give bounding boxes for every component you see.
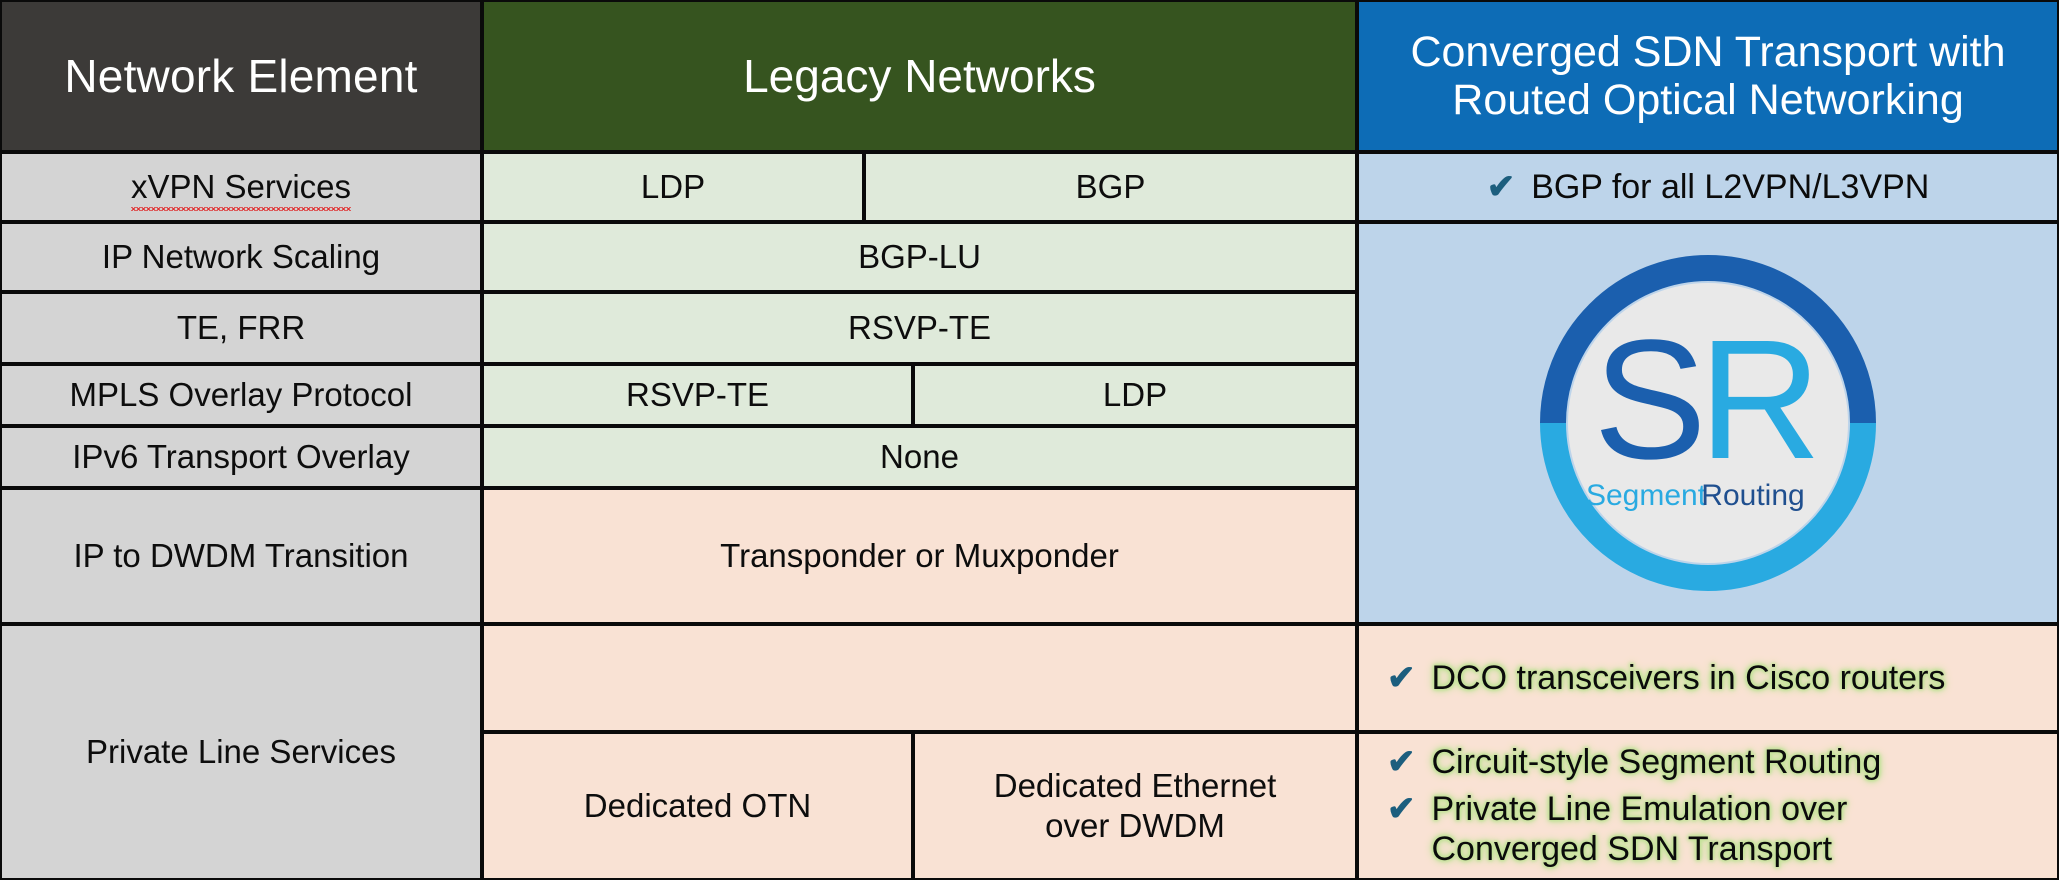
row-label-ip-to-dwdm-transition-text: IP to DWDM Transition (73, 537, 409, 574)
row-label-ipv6-transport-overlay: IPv6 Transport Overlay (0, 426, 482, 488)
header-converged-line1: Converged SDN Transport with (1410, 27, 2006, 76)
svg-text:Routing: Routing (1701, 479, 1804, 512)
row-label-xvpn-services: xVPN Services (0, 152, 482, 222)
cell-legacy-dedicated-otn-text: Dedicated OTN (583, 787, 812, 824)
header-legacy-networks: Legacy Networks (482, 0, 1357, 152)
cell-converged-sr-logo: S R Segment Routing (1357, 222, 2059, 624)
segment-routing-logo-icon: S R Segment Routing (1540, 255, 1876, 591)
check-icon: ✔ (1387, 742, 1416, 781)
row-label-ip-network-scaling-text: IP Network Scaling (101, 238, 381, 275)
svg-text:Segment: Segment (1586, 479, 1707, 512)
bullet-label-line2: Converged SDN Transport (1431, 830, 1833, 869)
cell-legacy-transponder-muxponder: Transponder or Muxponder (482, 488, 1357, 624)
check-icon: ✔ (1387, 789, 1416, 828)
row-label-ipv6-transport-overlay-text: IPv6 Transport Overlay (72, 438, 410, 475)
cell-legacy-te-frr: RSVP-TE (482, 292, 1357, 364)
check-icon: ✔ (1486, 167, 1516, 206)
row-label-te-frr-text: TE, FRR (176, 309, 306, 346)
row-label-ip-network-scaling: IP Network Scaling (0, 222, 482, 292)
svg-text:R: R (1699, 305, 1822, 495)
cell-legacy-mpls-ldp: LDP (913, 364, 1357, 426)
row-label-xvpn-services-text: xVPN Services (130, 168, 352, 211)
row-label-mpls-overlay-protocol-text: MPLS Overlay Protocol (69, 376, 413, 413)
row-label-ip-to-dwdm-transition: IP to DWDM Transition (0, 488, 482, 624)
cell-legacy-dedicated-ethernet-line2: over DWDM (1045, 807, 1225, 844)
cell-converged-dco-transceivers: ✔ DCO transceivers in Cisco routers (1357, 624, 2059, 732)
converged-bullet-list-private-line: ✔ Circuit-style Segment Routing ✔ Privat… (1359, 739, 2057, 873)
cell-legacy-xvpn-bgp-text: BGP (1075, 168, 1146, 205)
cell-converged-private-line: ✔ Circuit-style Segment Routing ✔ Privat… (1357, 732, 2059, 880)
svg-text:S: S (1593, 305, 1706, 495)
cell-legacy-ip-network-scaling-text: BGP-LU (858, 238, 981, 275)
header-converged-line2: Routed Optical Networking (1452, 76, 1964, 124)
header-network-element: Network Element (0, 0, 482, 152)
cell-converged-bgp-l2vpn-l3vpn: ✔ BGP for all L2VPN/L3VPN (1357, 152, 2059, 222)
converged-bullet-list-xvpn: ✔ BGP for all L2VPN/L3VPN (1359, 164, 2057, 211)
cell-legacy-te-frr-text: RSVP-TE (847, 309, 992, 346)
cell-legacy-dedicated-otn: Dedicated OTN (482, 732, 913, 880)
row-label-private-line-services: Private Line Services (0, 624, 482, 880)
row-label-te-frr: TE, FRR (0, 292, 482, 364)
row-label-private-line-services-text: Private Line Services (86, 733, 396, 770)
cell-legacy-transponder-muxponder-text: Transponder or Muxponder (720, 537, 1119, 574)
bullet-label: Private Line Emulation over Converged SD… (1432, 789, 1848, 871)
cell-legacy-xvpn-bgp: BGP (864, 152, 1357, 222)
header-converged-sdn: Converged SDN Transport with Routed Opti… (1357, 0, 2059, 152)
cell-legacy-mpls-rsvpte: RSVP-TE (482, 364, 913, 426)
cell-legacy-mpls-rsvpte-text: RSVP-TE (625, 376, 770, 413)
cell-legacy-dedicated-ethernet-line1: Dedicated Ethernet (993, 766, 1277, 804)
bullet-label: Circuit-style Segment Routing (1431, 742, 1882, 781)
cell-legacy-ip-network-scaling: BGP-LU (482, 222, 1357, 292)
check-icon: ✔ (1387, 658, 1416, 697)
cell-legacy-ipv6-none-text: None (880, 438, 959, 475)
cell-legacy-mpls-ldp-text: LDP (1102, 376, 1168, 413)
bullet-item: ✔ Private Line Emulation over Converged … (1387, 789, 1847, 871)
cell-legacy-dedicated-ethernet-dwdm: Dedicated Ethernet over DWDM (913, 732, 1357, 880)
header-network-element-label: Network Element (64, 50, 418, 102)
cell-legacy-ipv6-none: None (482, 426, 1357, 488)
header-legacy-networks-label: Legacy Networks (743, 50, 1096, 102)
bullet-item: ✔ DCO transceivers in Cisco routers (1387, 658, 1945, 699)
bullet-label-line1: Private Line Emulation over (1431, 789, 1848, 828)
row-label-mpls-overlay-protocol: MPLS Overlay Protocol (0, 364, 482, 426)
bullet-label: DCO transceivers in Cisco routers (1431, 658, 1946, 697)
bullet-item: ✔ Circuit-style Segment Routing (1387, 742, 1881, 783)
sr-logo: S R Segment Routing (1359, 224, 2057, 622)
bullet-label: BGP for all L2VPN/L3VPN (1531, 167, 1930, 206)
cell-legacy-xvpn-ldp: LDP (482, 152, 864, 222)
cell-legacy-spacer-private-line (482, 624, 1357, 732)
cell-legacy-xvpn-ldp-text: LDP (640, 168, 706, 205)
converged-bullet-list-dco: ✔ DCO transceivers in Cisco routers (1359, 655, 2057, 702)
bullet-item: ✔ BGP for all L2VPN/L3VPN (1487, 167, 1930, 208)
